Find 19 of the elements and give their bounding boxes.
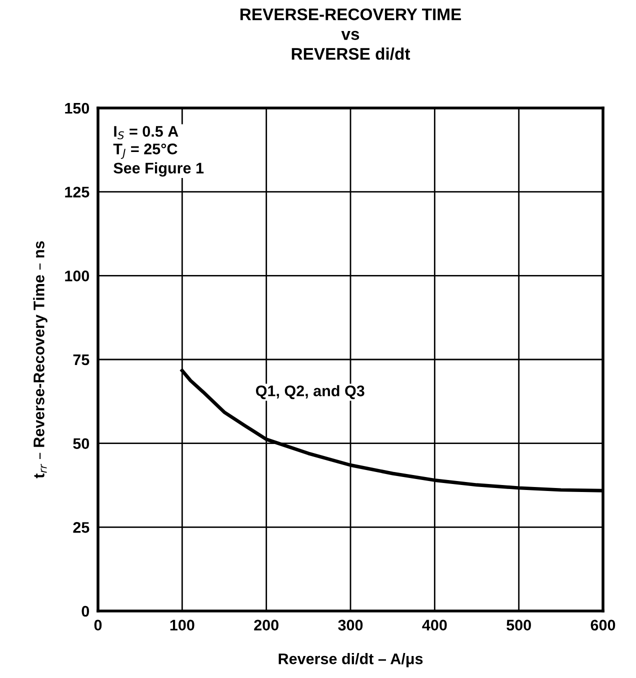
y-tick-label: 100	[65, 270, 90, 282]
x-tick-label: 600	[590, 620, 616, 631]
chart-title: REVERSE-RECOVERY TIME vs REVERSE di/dt	[240, 8, 461, 60]
y-tick-label: 50	[73, 438, 90, 450]
y-tick-label: 0	[82, 606, 90, 617]
annotation: Q1, Q2, and Q3	[256, 385, 364, 400]
x-axis-title: Reverse di/dt – A/μs	[278, 653, 423, 668]
y-tick-label: 75	[73, 354, 90, 366]
x-tick-label: 500	[506, 620, 531, 631]
annotation: I$_{S}$ = 0.5 A T$_{J}$ = 25°C See Figure 1	[113, 126, 204, 177]
x-tick-label: 300	[338, 620, 363, 631]
y-tick-label: 150	[65, 102, 90, 114]
x-tick-label: 100	[170, 620, 194, 631]
x-tick-label: 200	[254, 620, 278, 631]
x-tick-label: 400	[422, 620, 447, 631]
y-tick-label: 125	[65, 186, 90, 198]
y-axis-title: t$_{rr}$ – Reverse-Recovery Time – ns	[33, 241, 48, 478]
x-tick-label: 0	[94, 620, 102, 631]
y-tick-label: 25	[73, 522, 90, 533]
